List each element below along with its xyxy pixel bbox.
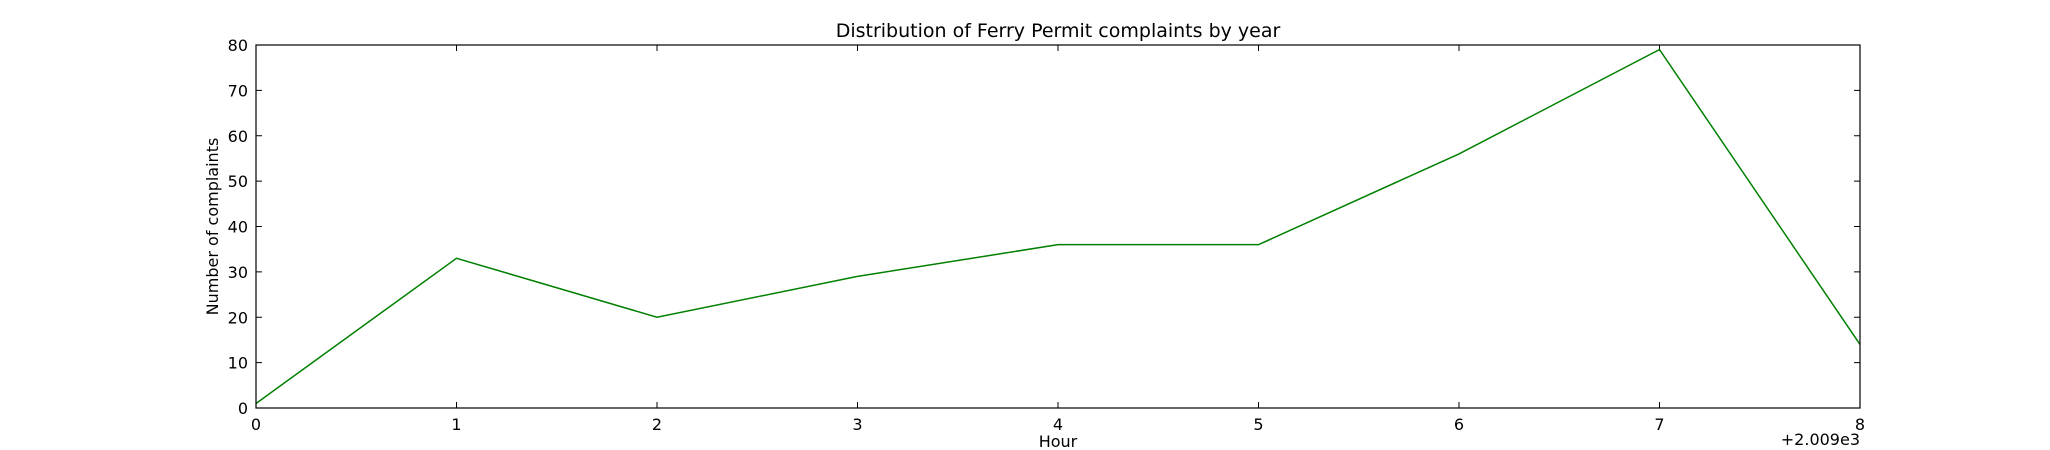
x-tick-label: 7	[1654, 415, 1664, 434]
series-layer	[255, 48, 1861, 405]
x-tick-label: 4	[1053, 415, 1063, 434]
y-axis-label: Number of complaints	[203, 138, 222, 316]
x-tick-label: 6	[1454, 415, 1464, 434]
x-tick-label: 8	[1855, 415, 1865, 434]
x-axis-label: Hour	[1039, 432, 1078, 450]
y-tick-label: 10	[228, 354, 248, 373]
y-tick-label: 30	[228, 263, 248, 282]
y-tick-label: 0	[238, 399, 248, 418]
x-tick-label: 2	[652, 415, 662, 434]
plot-frame	[255, 44, 1861, 409]
y-tick-label: 70	[228, 81, 248, 100]
y-tick-label: 60	[228, 127, 248, 146]
x-tick-label: 3	[852, 415, 862, 434]
x-axis-offset-label: +2.009e3	[1781, 430, 1860, 449]
y-tick-label: 40	[228, 218, 248, 237]
x-tick-label: 0	[251, 415, 261, 434]
series-line	[255, 48, 1861, 405]
chart-title: Distribution of Ferry Permit complaints …	[836, 20, 1281, 42]
y-tick-label: 80	[228, 36, 248, 55]
y-tick-label: 20	[228, 308, 248, 327]
x-tick-label: 5	[1253, 415, 1263, 434]
x-tick-label: 1	[451, 415, 461, 434]
y-tick-label: 50	[228, 172, 248, 191]
